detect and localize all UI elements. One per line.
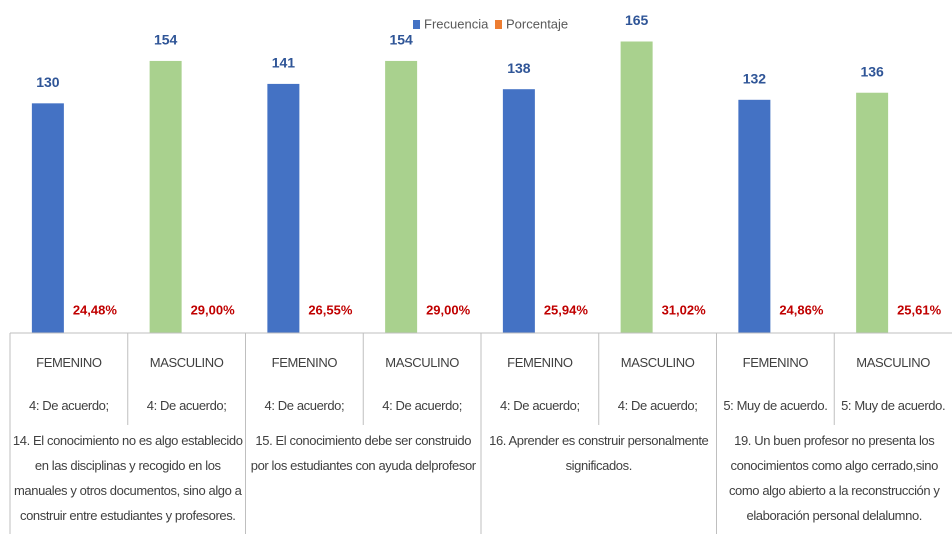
response-label: 4: De acuerdo;: [500, 398, 580, 413]
percent-label: 25,94%: [544, 302, 589, 317]
value-label: 130: [36, 74, 60, 90]
value-label: 141: [272, 55, 296, 71]
question-label: 19. Un buen profesor no presenta los con…: [728, 433, 940, 523]
response-label: 4: De acuerdo;: [382, 398, 462, 413]
percent-label: 31,02%: [662, 302, 707, 317]
percent-label: 24,86%: [779, 302, 824, 317]
bar: [149, 60, 182, 333]
gender-label: MASCULINO: [385, 355, 459, 370]
bar: [856, 92, 889, 333]
gender-label: MASCULINO: [856, 355, 930, 370]
bar: [31, 103, 64, 333]
response-label: 5: Muy de acuerdo.: [841, 398, 946, 413]
response-label: 4: De acuerdo;: [264, 398, 345, 413]
response-label: 4: De acuerdo;: [146, 398, 227, 413]
legend-swatch: [413, 20, 420, 29]
percent-label: 29,00%: [426, 302, 471, 317]
legend-label: Frecuencia: [424, 16, 489, 31]
bar: [620, 41, 653, 333]
gender-label: MASCULINO: [620, 355, 695, 370]
value-label: 154: [389, 32, 413, 48]
question-label: 14. El conocimiento no es algo estableci…: [12, 433, 243, 523]
percent-label: 29,00%: [191, 302, 236, 317]
value-label: 138: [507, 60, 531, 76]
percent-label: 25,61%: [897, 302, 942, 317]
bar: [267, 83, 300, 334]
bar: [738, 99, 771, 333]
legend-swatch: [495, 20, 502, 29]
percent-label: 24,48%: [73, 302, 118, 317]
legend-label: Porcentaje: [506, 16, 568, 31]
gender-label: FEMENINO: [36, 355, 102, 370]
response-label: 4: De acuerdo;: [29, 398, 109, 413]
question-label: 16. Aprender es construir personalmente …: [489, 433, 709, 473]
response-label: 4: De acuerdo;: [617, 398, 698, 413]
response-label: 5: Muy de acuerdo.: [723, 398, 828, 413]
value-label: 154: [154, 32, 178, 48]
bar: [385, 60, 418, 333]
percent-label: 26,55%: [308, 302, 353, 317]
gender-label: FEMENINO: [507, 355, 573, 370]
value-label: 165: [625, 12, 649, 28]
bar: [502, 89, 535, 333]
value-label: 136: [860, 63, 884, 79]
question-label: 15. El conocimiento debe ser construido …: [250, 433, 476, 473]
value-label: 132: [743, 71, 767, 87]
gender-label: FEMENINO: [742, 355, 809, 370]
gender-label: MASCULINO: [149, 355, 224, 370]
gender-label: FEMENINO: [271, 355, 338, 370]
